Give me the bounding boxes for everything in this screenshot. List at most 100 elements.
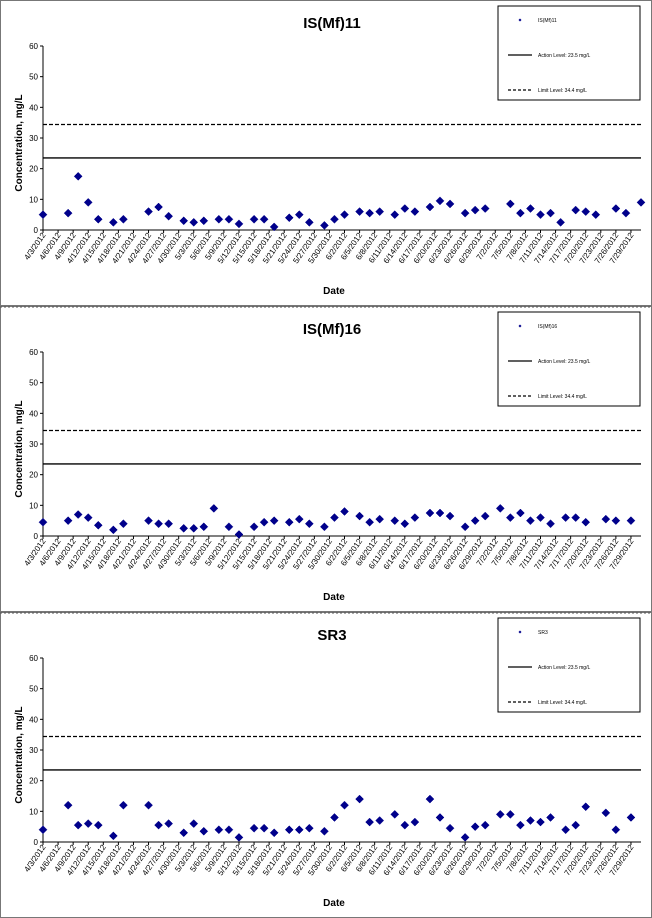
y-tick-label: 30 xyxy=(29,746,38,755)
data-point xyxy=(536,513,545,522)
data-point xyxy=(224,214,234,224)
y-tick-label: 0 xyxy=(34,532,39,541)
y-tick-label: 10 xyxy=(29,807,38,816)
data-point xyxy=(626,516,636,526)
x-axis-label: Date xyxy=(323,592,345,603)
data-point xyxy=(320,522,329,532)
data-point xyxy=(214,214,224,224)
data-point xyxy=(365,817,374,827)
data-point xyxy=(536,210,545,220)
legend-label: Action Level: 23.5 mg/L xyxy=(538,53,590,59)
chart-title: IS(Mf)16 xyxy=(303,321,361,338)
data-point xyxy=(340,507,349,516)
data-point xyxy=(38,825,48,835)
y-tick-label: 20 xyxy=(29,165,38,174)
data-point xyxy=(93,520,103,530)
data-point xyxy=(581,517,591,527)
data-point xyxy=(571,205,581,215)
data-point xyxy=(234,530,244,539)
data-point xyxy=(390,210,400,220)
y-tick-label: 10 xyxy=(29,501,38,510)
data-point xyxy=(144,800,153,810)
data-point xyxy=(189,217,199,227)
data-point xyxy=(304,519,314,529)
data-point xyxy=(224,522,234,532)
data-point xyxy=(249,823,259,833)
data-point xyxy=(526,816,535,825)
y-tick-label: 0 xyxy=(34,226,39,235)
data-point xyxy=(470,205,480,215)
data-point xyxy=(571,513,581,522)
y-tick-label: 40 xyxy=(29,409,38,418)
y-tick-label: 30 xyxy=(29,440,38,449)
data-point xyxy=(561,825,570,835)
data-point xyxy=(284,213,294,223)
data-point xyxy=(480,820,490,830)
legend-label: Limit Level: 34.4 mg/L xyxy=(538,88,587,94)
legend xyxy=(497,617,641,713)
y-axis-label: Concentration, mg/L xyxy=(14,94,25,191)
data-point xyxy=(636,198,646,207)
data-point xyxy=(38,210,48,220)
data-point xyxy=(581,802,591,812)
y-tick-label: 10 xyxy=(29,195,38,204)
legend-marker xyxy=(518,324,522,328)
data-point xyxy=(435,813,445,822)
data-point xyxy=(355,794,364,804)
data-point xyxy=(375,816,385,825)
data-point xyxy=(365,517,374,527)
legend-label: IS(Mf)11 xyxy=(538,18,557,24)
data-point xyxy=(470,516,480,526)
data-point xyxy=(591,210,601,220)
legend xyxy=(497,5,641,101)
data-point xyxy=(234,833,244,842)
data-point xyxy=(108,217,118,227)
data-point xyxy=(214,825,224,835)
data-point xyxy=(224,825,234,835)
legend-label: Limit Level: 34.4 mg/L xyxy=(538,700,587,706)
data-point xyxy=(294,514,304,524)
chart-panel: IS(Mf)1101020304050604/3/20124/6/20124/9… xyxy=(0,0,652,306)
data-point xyxy=(269,828,279,838)
data-point xyxy=(561,513,570,522)
data-point xyxy=(505,513,515,522)
chart-title: SR3 xyxy=(317,627,346,644)
y-tick-label: 50 xyxy=(29,685,38,694)
data-point xyxy=(259,823,269,833)
y-tick-label: 60 xyxy=(29,42,38,51)
y-tick-label: 50 xyxy=(29,73,38,82)
data-point xyxy=(234,219,244,229)
data-point xyxy=(340,800,349,810)
data-point xyxy=(93,820,103,830)
legend-label: Action Level: 23.5 mg/L xyxy=(538,665,590,671)
data-point xyxy=(320,826,329,836)
data-point xyxy=(546,813,555,822)
data-point xyxy=(119,214,128,224)
data-point xyxy=(390,810,400,819)
x-axis-label: Date xyxy=(323,286,345,297)
data-point xyxy=(249,522,259,532)
data-point xyxy=(179,216,189,226)
data-point xyxy=(516,820,525,830)
data-point xyxy=(460,522,470,532)
data-point xyxy=(516,208,525,218)
data-point xyxy=(304,217,314,227)
x-axis-label: Date xyxy=(323,898,345,909)
data-point xyxy=(460,833,470,842)
data-point xyxy=(83,198,93,207)
data-point xyxy=(435,196,445,206)
data-point xyxy=(93,214,103,224)
data-point xyxy=(355,207,364,216)
data-point xyxy=(154,519,163,529)
data-point xyxy=(365,208,374,218)
legend-marker xyxy=(518,18,522,22)
chart-panel: IS(Mf)1601020304050604/3/20124/6/20124/9… xyxy=(0,306,652,612)
y-tick-label: 20 xyxy=(29,777,38,786)
legend-marker xyxy=(518,630,522,634)
data-point xyxy=(63,516,73,526)
data-point xyxy=(284,825,294,835)
y-tick-label: 50 xyxy=(29,379,38,388)
y-tick-label: 20 xyxy=(29,471,38,480)
legend-label: Action Level: 23.5 mg/L xyxy=(538,359,590,365)
